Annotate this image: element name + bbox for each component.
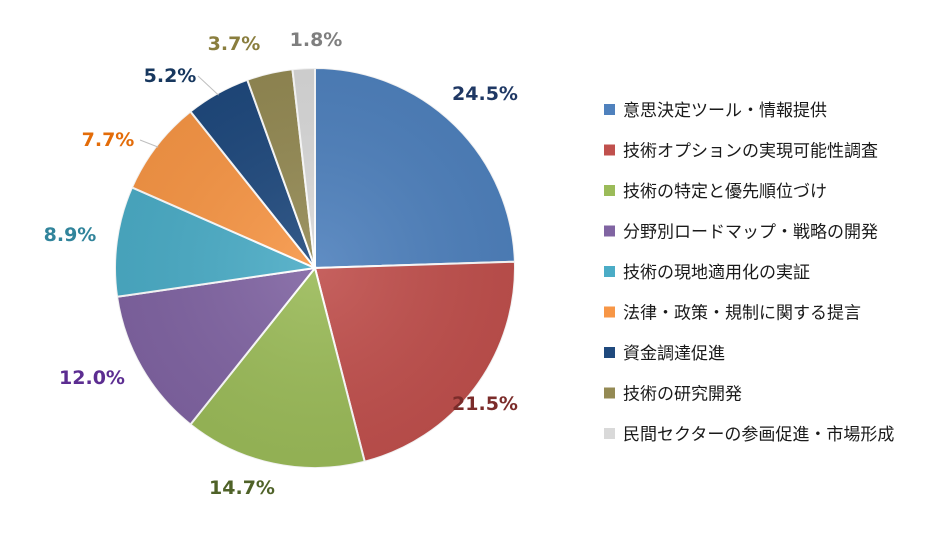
leader-line	[139, 139, 159, 148]
data-label: 3.7%	[208, 33, 261, 55]
legend-swatch	[604, 225, 615, 237]
legend-swatch	[604, 266, 615, 277]
data-label: 21.5%	[452, 393, 518, 415]
data-label: 7.7%	[82, 129, 135, 151]
data-label: 12.0%	[59, 367, 125, 389]
data-label: 24.5%	[452, 83, 518, 105]
data-label: 5.2%	[144, 65, 197, 87]
legend-swatch	[604, 144, 615, 156]
legend-label: 法律・政策・規制に関する提言	[623, 304, 861, 324]
legend-swatch	[604, 428, 615, 439]
legend-label: 技術の現地適用化の実証	[623, 263, 810, 283]
legend-label: 意思決定ツール・情報提供	[623, 101, 827, 121]
legend-label: 技術の特定と優先順位づけ	[623, 182, 827, 202]
data-label: 1.8%	[290, 29, 343, 51]
leader-line	[197, 75, 219, 96]
legend-label: 民間セクターの参画促進・市場形成	[623, 425, 894, 445]
legend-swatch	[604, 347, 615, 358]
legend-swatch	[604, 185, 615, 196]
legend: 意思決定ツール・情報提供技術オプションの実現可能性調査技術の特定と優先順位づけ分…	[604, 101, 894, 445]
legend-label: 資金調達促進	[623, 344, 725, 364]
legend-swatch	[604, 387, 615, 399]
data-label: 14.7%	[209, 477, 275, 499]
legend-swatch	[604, 306, 615, 318]
legend-label: 技術の研究開発	[623, 385, 742, 405]
data-label: 8.9%	[44, 224, 97, 246]
data-labels: 24.5% 21.5% 14.7% 12.0% 8.9% 7.7% 5.2% 3.7% 1.8%	[44, 29, 518, 499]
legend-swatch	[604, 104, 615, 115]
legend-label: 技術オプションの実現可能性調査	[623, 142, 878, 162]
legend-label: 分野別ロードマップ・戦略の開発	[623, 223, 878, 243]
